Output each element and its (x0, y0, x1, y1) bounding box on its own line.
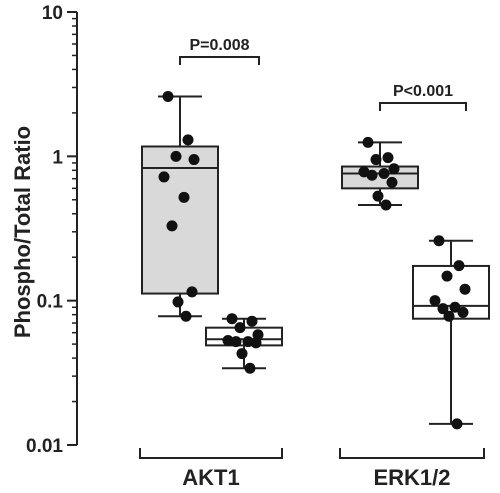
pvalue-bracket (179, 56, 260, 65)
box-0-0 (141, 90, 219, 322)
data-point (166, 220, 178, 232)
data-point (386, 176, 398, 188)
box-1-1 (412, 235, 490, 430)
data-point (182, 134, 194, 146)
data-point (226, 313, 238, 325)
data-point (172, 296, 184, 308)
data-point (451, 418, 463, 430)
data-point (250, 337, 262, 349)
data-point (378, 168, 390, 180)
data-point (372, 190, 384, 202)
data-point (362, 136, 374, 148)
data-point (380, 199, 392, 211)
data-point (162, 90, 174, 102)
data-point (188, 154, 200, 166)
data-point (230, 336, 242, 348)
y-axis-label: Phospho/Total Ratio (10, 126, 35, 338)
y-tick-label: 0.1 (37, 292, 64, 313)
pvalue-label: P<0.001 (393, 83, 453, 100)
group-bracket (339, 448, 485, 459)
data-point (449, 301, 461, 313)
data-point (178, 191, 190, 203)
data-point (158, 171, 170, 183)
data-point (437, 303, 449, 315)
data-point (170, 150, 182, 162)
data-point (429, 295, 441, 307)
data-point (457, 306, 469, 318)
data-point (443, 310, 455, 322)
box-groups: AKT1 P=0.008 ERK1/2 P<0.001 (139, 37, 490, 490)
data-point (366, 169, 378, 181)
group-label: AKT1 (182, 465, 239, 490)
data-point (370, 154, 382, 166)
y-axis-ticks: 10 1 0.1 0.01 (26, 3, 77, 457)
group-1: ERK1/2 P<0.001 (339, 83, 490, 490)
box-iqr (141, 145, 219, 295)
pvalue-label: P=0.008 (189, 37, 249, 54)
data-point (433, 235, 445, 247)
y-tick-label: 10 (42, 3, 63, 24)
box-0-1 (205, 313, 283, 374)
data-point (186, 286, 198, 298)
data-point (453, 260, 465, 272)
data-point (246, 315, 258, 327)
data-point (236, 348, 248, 360)
data-point (441, 270, 453, 282)
y-tick-label: 0.01 (26, 436, 63, 457)
data-point (180, 310, 192, 322)
group-0: AKT1 P=0.008 (139, 37, 283, 490)
data-point (244, 362, 256, 374)
data-point (382, 152, 394, 164)
box-1-0 (341, 136, 419, 211)
data-point (234, 322, 246, 334)
group-bracket (139, 448, 283, 459)
data-point (388, 163, 400, 175)
pvalue-bracket (379, 102, 467, 111)
group-label: ERK1/2 (373, 465, 450, 490)
y-tick-label: 1 (52, 147, 63, 168)
data-point (459, 283, 471, 295)
